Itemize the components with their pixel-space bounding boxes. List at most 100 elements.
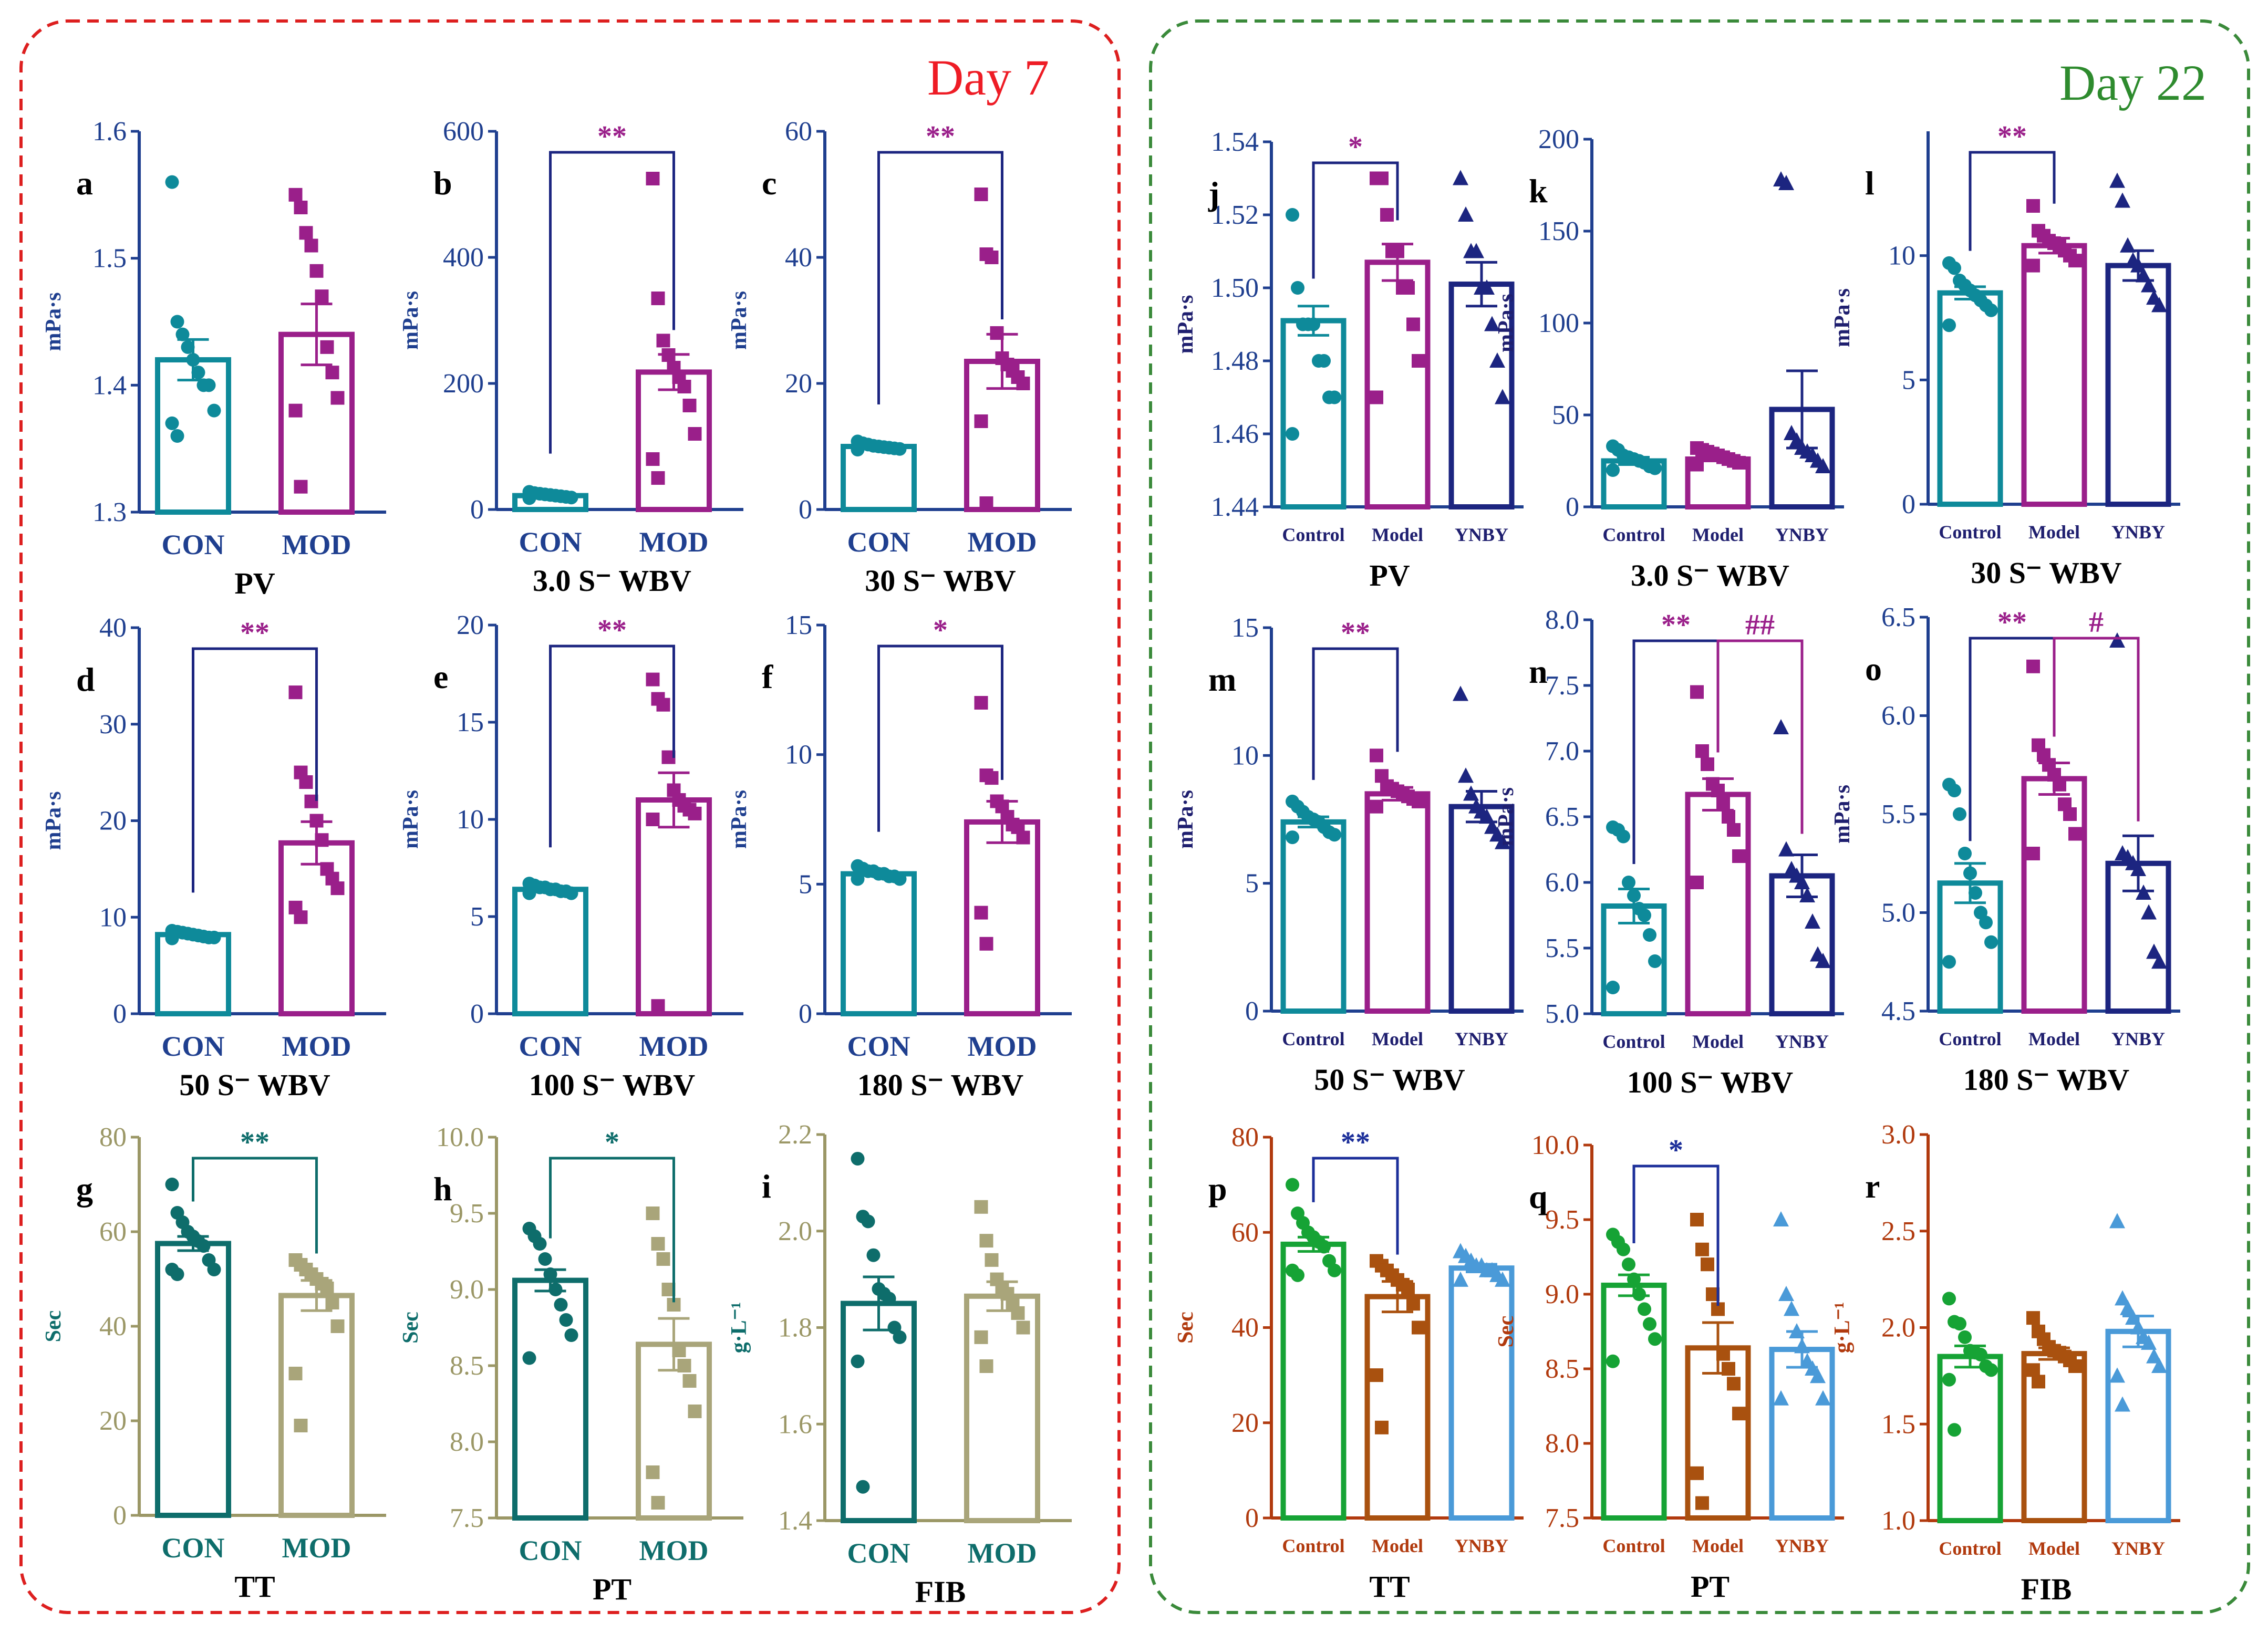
data-point-a (288, 403, 303, 418)
panel-title-m: 50 S⁻ WBV (1314, 1063, 1465, 1097)
data-point-n (1627, 889, 1641, 902)
bar-q-YNBY (1769, 1347, 1835, 1521)
sig-label-g: ** (240, 1126, 270, 1159)
data-point-q (1627, 1272, 1641, 1286)
data-point-o (2026, 847, 2040, 860)
data-point-d (288, 685, 303, 700)
y-tick-label-j: 1.54 (1211, 127, 1259, 157)
y-axis-label-l: mPa·s (1830, 288, 1855, 347)
y-tick-label-e: 15 (457, 708, 484, 737)
y-tick-label-f: 0 (799, 999, 812, 1029)
data-point-k (1815, 458, 1831, 473)
data-point-m (1412, 794, 1425, 808)
data-point-r (2026, 1363, 2040, 1377)
data-point-q (1773, 1211, 1789, 1226)
y-tick-label-c: 60 (785, 117, 812, 147)
data-point-n (1711, 784, 1725, 797)
data-point-r (2141, 1334, 2157, 1350)
y-tick-label-d: 30 (99, 710, 127, 740)
panel-r: 1.0 1.5 2.0 2.5 3.0 g·L⁻¹ r Control Model YNBY FIB (1830, 1120, 2180, 1606)
sig-label-j: * (1348, 131, 1363, 163)
data-point-g (207, 1263, 221, 1276)
panel-title-l: 30 S⁻ WBV (1971, 556, 2122, 590)
category-label-k: Model (1692, 524, 1744, 545)
y-axis-label-c: mPa·s (727, 291, 751, 350)
category-label-o: YNBY (2111, 1028, 2165, 1049)
y-axis-label-b: mPa·s (399, 291, 423, 350)
data-point-h (672, 1344, 686, 1357)
y-tick-label-e: 20 (457, 610, 484, 640)
y-axis-label-p: Sec (1174, 1312, 1198, 1344)
sig-bracket-m (1312, 647, 1399, 780)
y-tick-label-g: 60 (99, 1217, 127, 1247)
y-axis-label-e: mPa·s (399, 790, 423, 849)
bar-j-Model (1364, 259, 1431, 509)
data-point-f (851, 872, 865, 886)
category-label-g: CON (162, 1532, 225, 1564)
y-tick-label-k: 100 (1538, 308, 1579, 338)
y-axis-label-o: mPa·s (1830, 785, 1855, 844)
category-label-c: MOD (968, 526, 1037, 558)
data-point-k (1606, 463, 1620, 477)
data-point-q (1622, 1257, 1635, 1272)
data-point-h (564, 1328, 578, 1342)
y-tick-label-k: 50 (1552, 400, 1579, 430)
sig-label-d: ** (240, 617, 270, 649)
data-point-n (1778, 841, 1794, 857)
category-label-p: Model (1372, 1535, 1423, 1556)
data-point-j (1412, 354, 1425, 368)
data-point-o (1969, 886, 1982, 900)
y-axis-label-q: Sec (1494, 1316, 1518, 1348)
y-tick-label-l: 10 (1888, 241, 1915, 271)
y-tick-label-p: 0 (1245, 1503, 1259, 1533)
sig-bracket-l (1969, 151, 2056, 251)
data-point-m (1286, 830, 1299, 845)
data-point-d (330, 881, 345, 896)
data-point-q (1617, 1242, 1630, 1256)
data-point-i (985, 1253, 999, 1267)
y-tick-label-c: 40 (785, 243, 812, 273)
data-point-r (1942, 1372, 1956, 1387)
y-tick-label-r: 1.5 (1881, 1409, 1915, 1439)
category-label-e: MOD (639, 1031, 709, 1062)
panel-letter-k: k (1529, 172, 1548, 210)
y-axis-label-d: mPa·s (42, 792, 66, 850)
category-label-h: MOD (639, 1535, 709, 1566)
data-point-n (1794, 874, 1810, 889)
day22-title: Day 22 (2059, 55, 2207, 111)
data-point-e (651, 999, 665, 1013)
panel-d: 0 10 20 30 40 mPa·s d CON MOD 50 S⁻ WBV ** (42, 613, 386, 1102)
category-label-e: CON (519, 1031, 582, 1062)
panel-o: 4.5 5.0 5.5 6.0 6.5 mPa·s o Control Model YNBY 180… (1830, 602, 2180, 1097)
data-point-l (2136, 267, 2151, 283)
data-point-j (1479, 279, 1495, 295)
y-tick-label-o: 4.5 (1881, 996, 1915, 1026)
y-tick-label-c: 20 (785, 369, 812, 399)
bar-e-MOD (636, 797, 712, 1016)
bar-p-YNBY (1448, 1265, 1515, 1521)
sig-label-b: ** (597, 120, 627, 153)
data-point-j (1495, 389, 1510, 404)
data-point-h (656, 1252, 670, 1266)
y-tick-label-b: 400 (443, 243, 484, 273)
panel-l: 0 5 10 mPa·s l Control Model YNBY 30 S⁻ WBV ** (1830, 120, 2180, 590)
bar-m-Model (1364, 791, 1431, 1014)
data-point-j (1291, 281, 1304, 295)
panel-k: 0 50 100 150 200 mPa·s k Control Model YNBY 3.0 S⁻… (1494, 124, 1844, 592)
y-tick-label-h: 10.0 (436, 1122, 484, 1152)
sig-bracket-g (192, 1157, 318, 1254)
data-point-l (2151, 297, 2167, 313)
data-point-j (1286, 427, 1299, 441)
data-point-r (2026, 1311, 2040, 1325)
data-point-i (866, 1248, 881, 1262)
panel-letter-f: f (762, 658, 773, 695)
data-point-b (656, 334, 670, 348)
category-label-k: Control (1602, 524, 1665, 545)
data-point-h (646, 1465, 660, 1479)
sig-bracket-p (1312, 1157, 1399, 1255)
panel-e: 0 5 10 15 20 mPa·s e CON MOD 100 S⁻ WBV ** (399, 610, 743, 1102)
y-tick-label-j: 1.52 (1211, 200, 1259, 230)
data-point-i (893, 1330, 907, 1344)
data-point-p (1370, 1368, 1383, 1382)
